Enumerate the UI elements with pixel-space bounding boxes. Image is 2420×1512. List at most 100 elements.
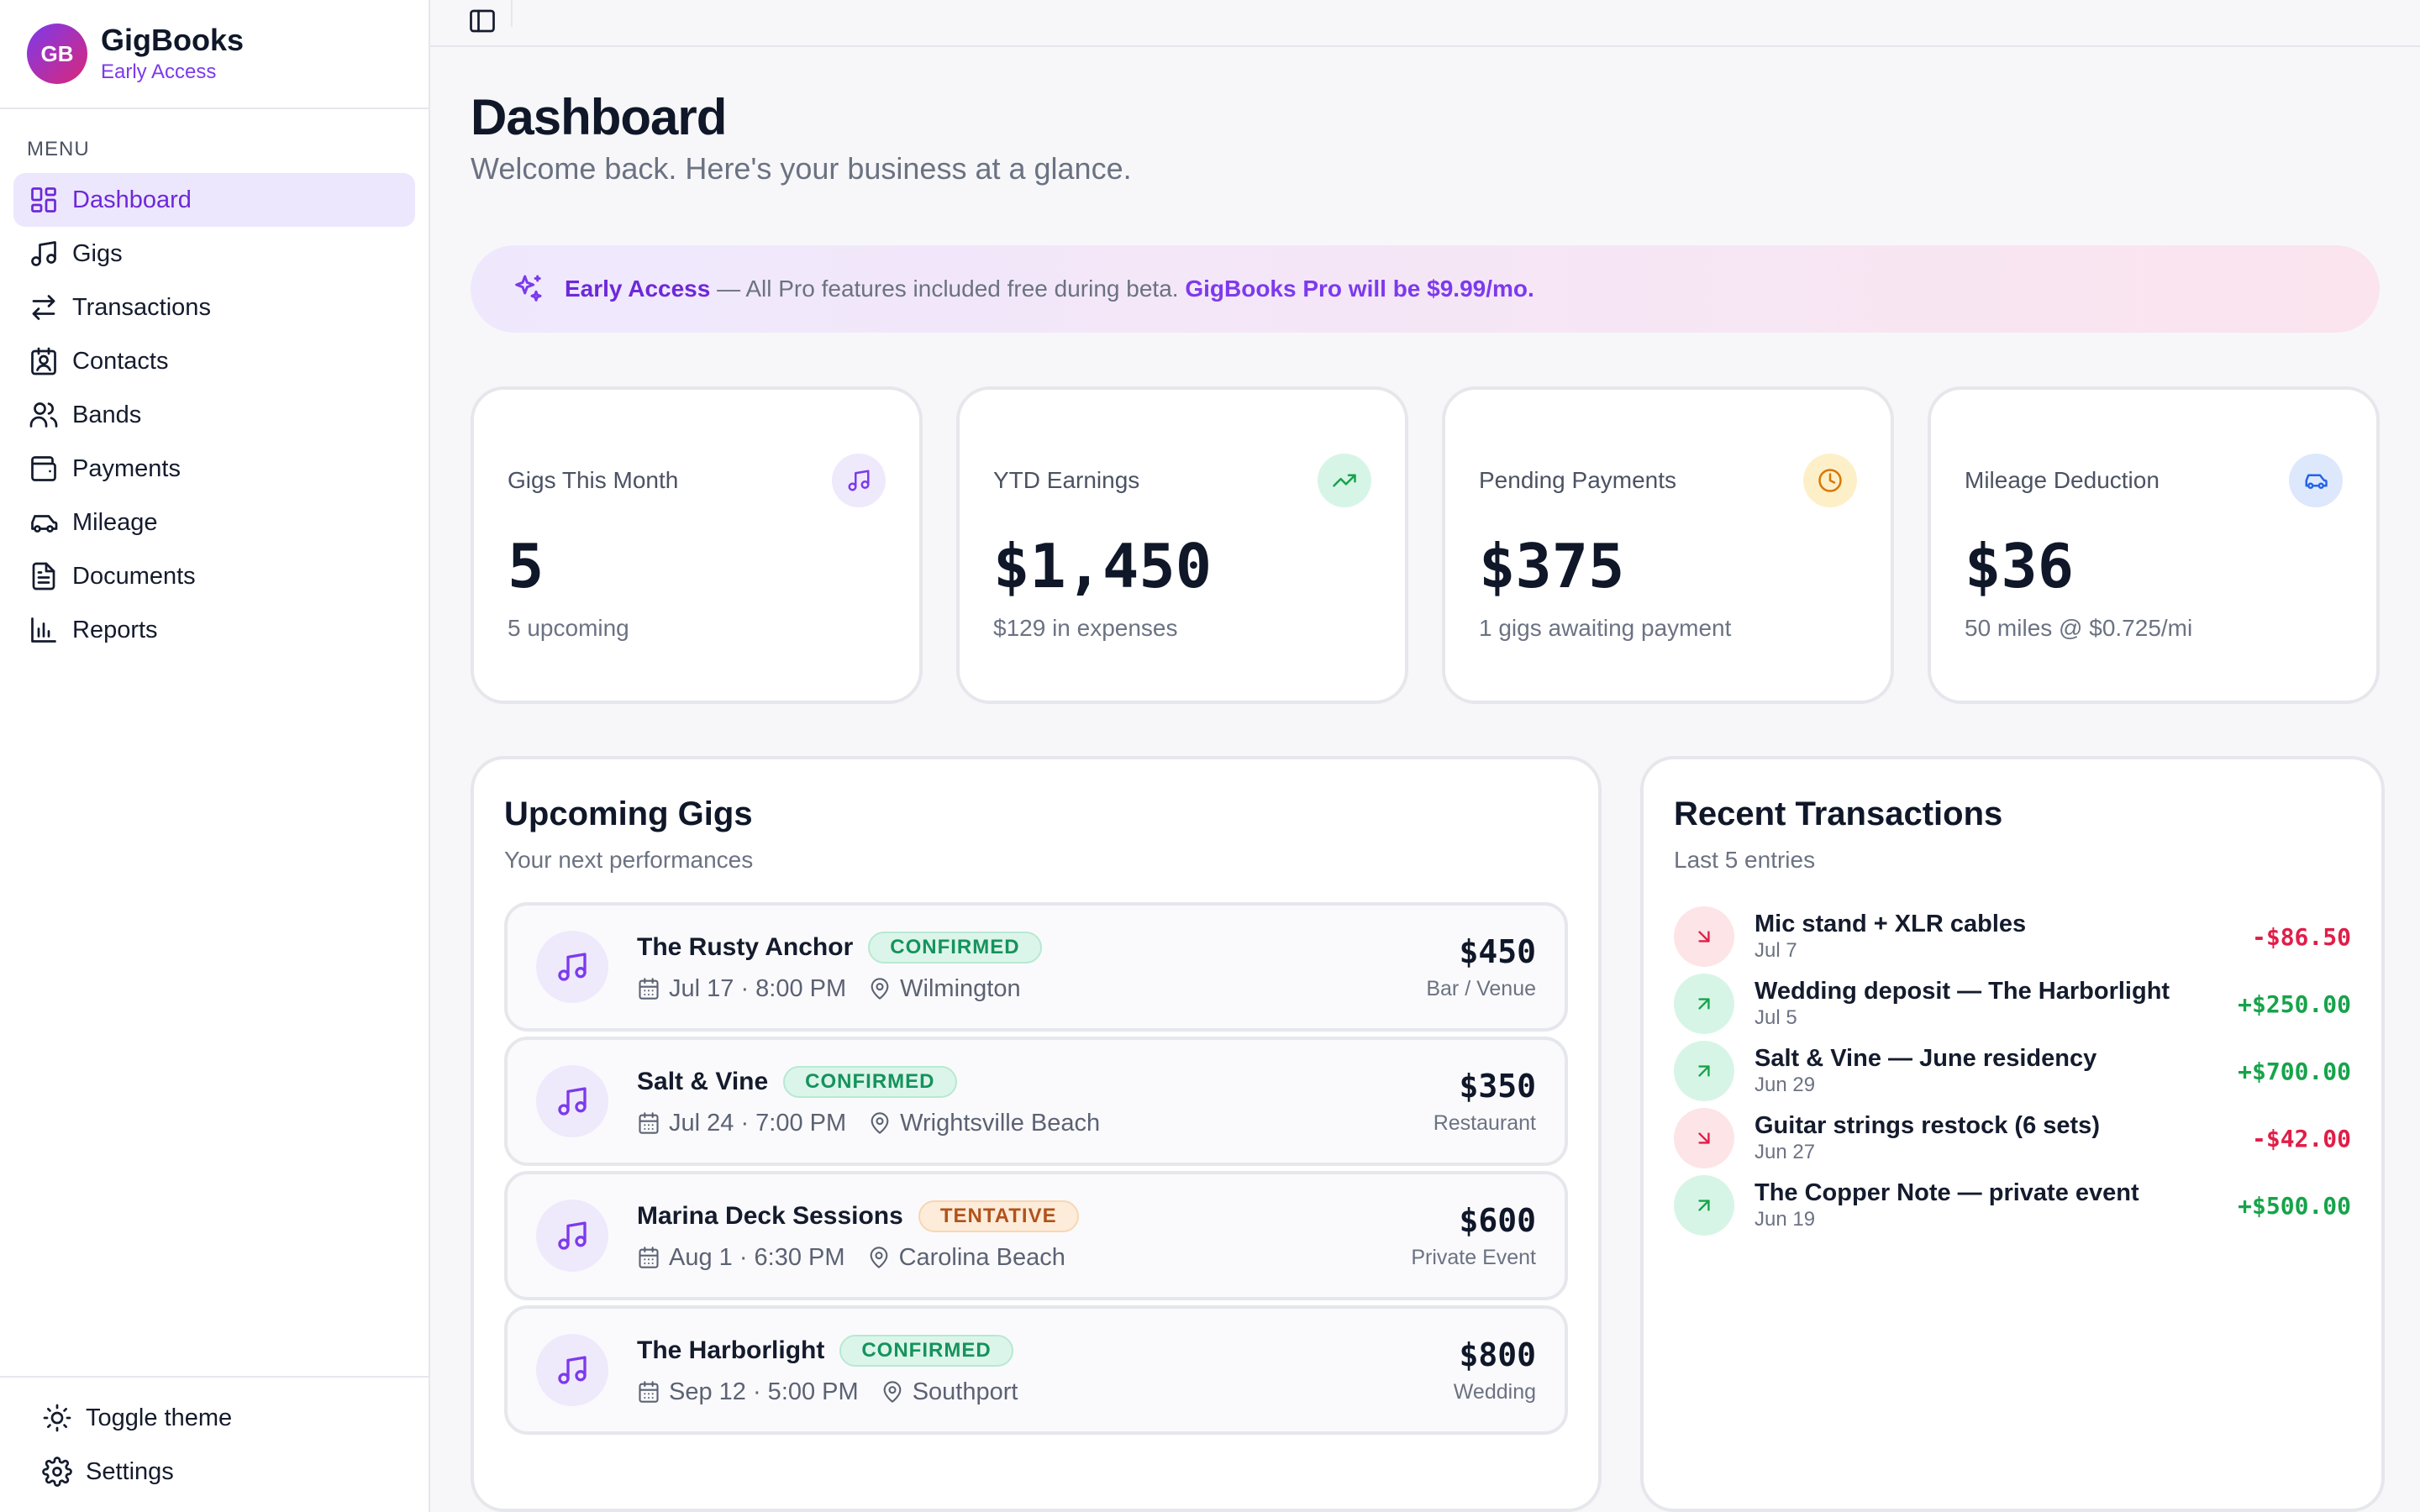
transaction-amount: +$500.00 <box>2238 1191 2351 1220</box>
gig-meta: Sep 12 · 5:00 PM Southport <box>637 1378 1454 1406</box>
sidebar-item-reports[interactable]: Reports <box>13 603 415 657</box>
main: Dashboard Welcome back. Here's your busi… <box>430 0 2420 1512</box>
sidebar-item-label: Reports <box>72 616 158 643</box>
topbar-divider <box>511 0 513 27</box>
status-badge: TENTATIVE <box>918 1200 1079 1232</box>
arrow-down-right-icon <box>1698 1132 1710 1144</box>
transaction-amount: +$700.00 <box>2238 1057 2351 1085</box>
recent-subtitle: Last 5 entries <box>1674 847 1816 873</box>
transaction-body: Wedding deposit — The Harborlight Jul 5 <box>1754 977 2238 1031</box>
stat-head: YTD Earnings <box>993 454 1371 507</box>
transaction-date: Jul 7 <box>1754 939 1797 962</box>
sparkles-icon <box>515 275 542 302</box>
transaction-row[interactable]: Mic stand + XLR cables Jul 7 -$86.50 <box>1674 906 2351 967</box>
sidebar-item-documents[interactable]: Documents <box>13 549 415 603</box>
gig-icon-badge <box>536 931 608 1003</box>
transaction-name: Guitar strings restock (6 sets) <box>1754 1112 2100 1139</box>
gig-meta: Aug 1 · 6:30 PM Carolina Beach <box>637 1244 1411 1272</box>
stat-value: $375 <box>1479 531 1625 601</box>
transaction-body: Guitar strings restock (6 sets) Jun 27 <box>1754 1111 2252 1165</box>
gig-meta: Jul 24 · 7:00 PM Wrightsville Beach <box>637 1110 1434 1137</box>
menu-title: MENU <box>27 138 90 160</box>
sidebar-item-label: Documents <box>72 562 196 590</box>
stat-value: $36 <box>1965 531 2075 601</box>
transaction-row[interactable]: Salt & Vine — June residency Jun 29 +$700.… <box>1674 1041 2351 1101</box>
gig-date: Sep 12 · 5:00 PM <box>637 1378 859 1406</box>
map-pin-icon <box>883 1381 902 1403</box>
transaction-date: Jun 27 <box>1754 1141 1816 1163</box>
gig-row[interactable]: The Rusty Anchor CONFIRMED Jul 17 · 8:00 P… <box>504 902 1568 1032</box>
gig-meta: Jul 17 · 8:00 PM Wilmington <box>637 975 1426 1003</box>
gig-name: Marina Deck Sessions <box>637 1201 903 1230</box>
sidebar-footer-nav: Toggle theme Settings <box>13 1391 415 1499</box>
stat-icon-badge <box>1318 454 1371 507</box>
arrow-up-right-icon <box>1698 998 1710 1010</box>
stat-subtext: $129 in expenses <box>993 615 1178 641</box>
gig-top: The Harborlight CONFIRMED <box>637 1334 1454 1367</box>
sidebar-item-mileage[interactable]: Mileage <box>13 496 415 549</box>
upcoming-gigs-panel: Upcoming Gigs Your next performances The… <box>471 756 1602 1512</box>
gig-row[interactable]: Salt & Vine CONFIRMED Jul 24 · 7:00 PM Wrig… <box>504 1037 1568 1166</box>
transaction-icon-badge <box>1674 1108 1734 1168</box>
arrow-up-right-icon <box>1698 1065 1710 1077</box>
document-icon <box>32 562 55 591</box>
transaction-row[interactable]: Wedding deposit — The Harborlight Jul 5 +$… <box>1674 974 2351 1034</box>
sidebar-item-contacts[interactable]: Contacts <box>13 334 415 388</box>
sidebar-item-transactions[interactable]: Transactions <box>13 281 415 334</box>
transaction-icon-badge <box>1674 1041 1734 1101</box>
gig-main: Salt & Vine CONFIRMED Jul 24 · 7:00 PM Wrig… <box>637 1065 1434 1137</box>
sidebar-item-bands[interactable]: Bands <box>13 388 415 442</box>
sidebar-item-payments[interactable]: Payments <box>13 442 415 496</box>
gig-amount: $350 <box>1459 1067 1536 1105</box>
car-icon <box>31 515 58 533</box>
gig-top: Salt & Vine CONFIRMED <box>637 1065 1434 1098</box>
sidebar-item-settings[interactable]: Settings <box>27 1445 402 1499</box>
transaction-row[interactable]: Guitar strings restock (6 sets) Jun 27 -$4… <box>1674 1108 2351 1168</box>
stat-card: Gigs This Month 5 5 upcoming <box>471 386 923 704</box>
transaction-row[interactable]: The Copper Note — private event Jun 19 +$5… <box>1674 1175 2351 1236</box>
recent-title: Recent Transactions <box>1674 795 2003 832</box>
calendar-icon <box>639 1247 659 1268</box>
dashboard-icon <box>31 187 56 213</box>
gig-date: Jul 24 · 7:00 PM <box>637 1110 846 1137</box>
stat-label: Mileage Deduction <box>1965 467 2160 493</box>
transaction-amount: +$250.00 <box>2238 990 2351 1018</box>
sidebar-item-dashboard[interactable]: Dashboard <box>13 173 415 227</box>
sidebar-toggle-button[interactable] <box>467 6 497 40</box>
gear-icon <box>42 1457 72 1487</box>
stat-label: Gigs This Month <box>508 467 679 493</box>
gig-type: Bar / Venue <box>1426 976 1536 1000</box>
users-icon <box>29 402 58 428</box>
gig-top: The Rusty Anchor CONFIRMED <box>637 931 1426 963</box>
stat-head: Gigs This Month <box>508 454 886 507</box>
gig-location-text: Carolina Beach <box>898 1243 1065 1271</box>
sidebar-item-label: Contacts <box>72 347 169 375</box>
music-note-icon <box>31 241 56 266</box>
gig-row[interactable]: The Harborlight CONFIRMED Sep 12 · 5:00 PM… <box>504 1305 1568 1435</box>
music-note-icon <box>848 470 870 491</box>
sun-icon <box>43 1404 71 1432</box>
gig-right: $450 Bar / Venue <box>1426 933 1536 1001</box>
transaction-amount: -$86.50 <box>2251 922 2351 951</box>
gig-row[interactable]: Marina Deck Sessions TENTATIVE Aug 1 · 6:3… <box>504 1171 1568 1300</box>
clock-icon <box>1818 469 1842 492</box>
gig-date-text: Aug 1 · 6:30 PM <box>669 1243 845 1271</box>
transaction-body: Mic stand + XLR cables Jul 7 <box>1754 910 2252 963</box>
sidebar-item-gigs[interactable]: Gigs <box>13 227 415 281</box>
sidebar-item-label: Bands <box>72 401 142 428</box>
sidebar-item-toggle-theme[interactable]: Toggle theme <box>27 1391 402 1445</box>
stat-subtext: 50 miles @ $0.725/mi <box>1965 615 2193 641</box>
gig-type: Private Event <box>1411 1245 1536 1269</box>
gig-date-text: Jul 17 · 8:00 PM <box>669 974 847 1002</box>
brand[interactable]: GB GigBooks Early Access <box>0 0 429 109</box>
sidebar-item-label: Mileage <box>72 508 158 536</box>
gig-top: Marina Deck Sessions TENTATIVE <box>637 1200 1411 1232</box>
map-pin-icon <box>871 1112 889 1134</box>
music-note-icon <box>558 1356 587 1384</box>
early-access-banner: Early Access — All Pro features included… <box>471 245 2380 333</box>
music-note-icon <box>558 953 587 981</box>
stat-head: Pending Payments <box>1479 454 1857 507</box>
transaction-date: Jul 5 <box>1754 1006 1797 1029</box>
content: Dashboard Welcome back. Here's your busi… <box>430 47 2420 1512</box>
